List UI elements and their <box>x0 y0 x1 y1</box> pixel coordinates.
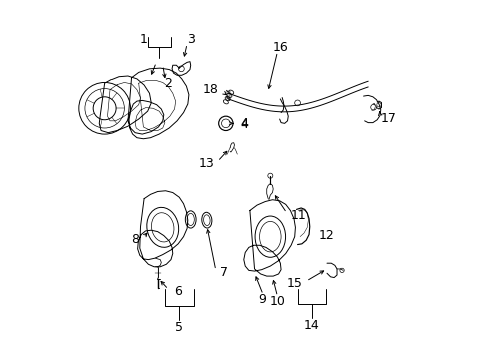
Text: 10: 10 <box>269 295 285 308</box>
Text: 17: 17 <box>380 112 396 125</box>
Text: 3: 3 <box>186 33 194 46</box>
Text: 13: 13 <box>198 157 214 170</box>
Text: 6: 6 <box>174 285 182 298</box>
Text: 4: 4 <box>240 118 247 131</box>
Text: 7: 7 <box>220 266 227 279</box>
Text: 5: 5 <box>175 320 183 333</box>
Text: 8: 8 <box>130 233 139 246</box>
Text: 2: 2 <box>164 77 172 90</box>
Text: 4: 4 <box>240 117 247 130</box>
Text: 16: 16 <box>272 41 287 54</box>
Text: 15: 15 <box>286 278 302 291</box>
Text: 9: 9 <box>258 293 266 306</box>
Text: 1: 1 <box>140 32 148 46</box>
Text: 18: 18 <box>203 83 218 96</box>
Text: 12: 12 <box>318 229 333 242</box>
Text: 14: 14 <box>304 319 319 332</box>
Text: 11: 11 <box>290 209 305 222</box>
